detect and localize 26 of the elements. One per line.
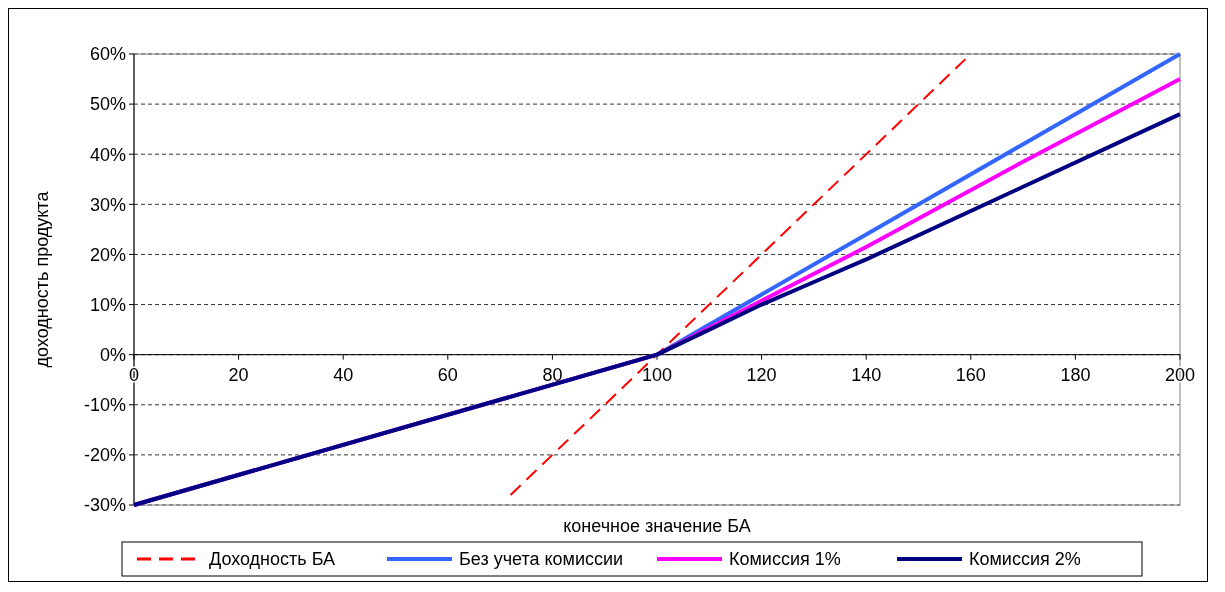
x-tick-label: 160 (955, 364, 986, 385)
x-tick-label: 120 (746, 364, 777, 385)
x-tick-label: 20 (228, 364, 249, 385)
x-tick-label: 40 (333, 364, 354, 385)
y-tick-label: 40% (89, 144, 126, 165)
y-tick-label: 50% (89, 94, 126, 115)
legend-label: Без учета комиссии (459, 549, 624, 570)
x-tick-label: 80 (542, 364, 563, 385)
legend-label: Доходность БА (209, 549, 336, 570)
x-axis-title: конечное значение БА (563, 516, 751, 536)
y-tick-label: 0% (99, 344, 126, 365)
x-tick-label: 60 (437, 364, 458, 385)
legend-label: Комиссия 1% (729, 549, 841, 570)
y-tick-label: 30% (89, 194, 126, 215)
y-tick-label: 20% (89, 244, 126, 265)
x-tick-label: 140 (851, 364, 882, 385)
x-tick-label: 180 (1060, 364, 1091, 385)
x-tick-label: 100 (641, 364, 673, 385)
y-tick-label: -10% (83, 395, 126, 416)
y-tick-label: 60% (89, 44, 126, 65)
x-tick-label: 200 (1164, 364, 1196, 385)
y-tick-label: -30% (83, 495, 126, 516)
y-tick-label: 10% (89, 294, 126, 315)
legend-label: Комиссия 2% (969, 549, 1081, 570)
y-tick-label: -20% (83, 445, 126, 466)
y-axis-title: доходность продукта (32, 190, 52, 368)
